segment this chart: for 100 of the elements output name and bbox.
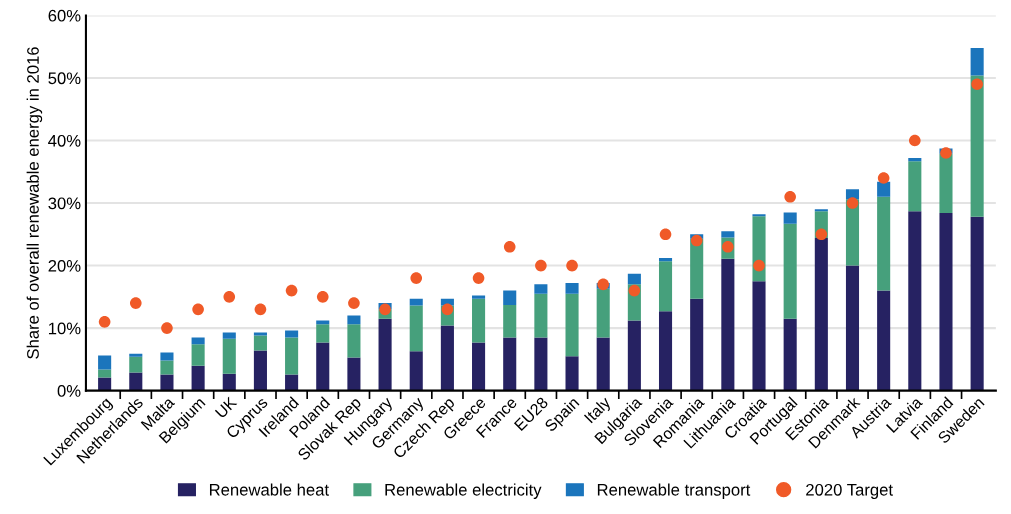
bar (534, 337, 548, 391)
bar (877, 290, 891, 391)
y-tick-label: 60% (48, 9, 81, 22)
point (877, 172, 890, 184)
bar (160, 352, 174, 361)
bar (908, 158, 922, 162)
y-tick-label: 40% (48, 134, 81, 147)
bar (347, 315, 361, 325)
bar (472, 295, 486, 299)
bar (783, 223, 797, 319)
bar (409, 305, 423, 352)
point (129, 297, 142, 309)
bar (752, 281, 766, 391)
bar (596, 337, 610, 391)
bar (658, 258, 673, 262)
y-tick-label: 10% (48, 322, 81, 335)
legend-label: Renewable electricity (385, 483, 542, 499)
bar (690, 298, 704, 391)
bar (970, 47, 984, 76)
point (410, 272, 423, 284)
bar (160, 360, 174, 375)
point (223, 291, 236, 303)
bar (908, 211, 922, 391)
bar (98, 377, 112, 391)
point (254, 303, 267, 316)
y-axis-title: Share of overall renewable energy in 2016 (26, 47, 43, 359)
bar (970, 216, 984, 391)
bar (503, 337, 517, 391)
bar (409, 298, 423, 306)
point (971, 78, 983, 91)
bar (316, 342, 330, 391)
point (379, 303, 391, 316)
bar (316, 324, 330, 343)
bar (939, 213, 953, 391)
bar (253, 332, 267, 336)
bar (970, 75, 984, 217)
bar (503, 290, 517, 305)
y-tick-label: 20% (48, 259, 81, 272)
point (628, 284, 641, 297)
bar (129, 353, 143, 357)
bar (191, 365, 205, 391)
bar (565, 283, 579, 294)
bar (472, 342, 486, 391)
bar (98, 369, 112, 378)
bar (596, 288, 610, 338)
point (815, 228, 828, 241)
legend-label: Renewable transport (597, 483, 751, 499)
bar (534, 284, 548, 294)
bar (285, 337, 299, 375)
bar (98, 355, 112, 370)
bar (565, 293, 579, 357)
point (316, 291, 329, 303)
bar (409, 351, 423, 391)
bar (222, 338, 236, 374)
bar (129, 356, 143, 373)
legend-label: 2020 Target (806, 483, 893, 499)
bar (222, 332, 236, 339)
bar (129, 372, 143, 391)
bar (191, 344, 205, 366)
bar (440, 325, 454, 391)
point (846, 197, 859, 209)
bar (908, 161, 922, 212)
point (566, 259, 578, 272)
bar (845, 265, 860, 391)
point (161, 322, 173, 334)
y-tick-label: 0% (57, 385, 81, 397)
y-tick-label: 30% (48, 197, 81, 210)
bar (253, 350, 267, 391)
bar (783, 212, 797, 224)
point (597, 278, 610, 291)
legend-label: Renewable heat (209, 483, 329, 496)
y-tick-label: 50% (48, 72, 81, 85)
point (192, 303, 204, 316)
bar (565, 356, 579, 391)
point (659, 228, 672, 241)
bar (721, 258, 735, 391)
bar (347, 357, 361, 391)
point (503, 241, 516, 253)
point (472, 272, 485, 284)
point (98, 316, 111, 328)
bar (503, 304, 517, 338)
bar (690, 238, 704, 299)
bar (472, 298, 486, 343)
bar (285, 374, 299, 391)
bar (783, 318, 797, 391)
bar (347, 324, 361, 358)
point (348, 297, 360, 309)
bar (877, 196, 891, 291)
point (940, 147, 952, 159)
bar (658, 311, 673, 391)
bar (627, 320, 641, 391)
bar (877, 181, 891, 197)
bar (627, 273, 641, 285)
point (784, 190, 796, 203)
bar (721, 231, 735, 238)
point (690, 234, 703, 247)
bar (658, 261, 673, 312)
bar (378, 318, 392, 391)
bar (939, 153, 953, 214)
bar (814, 238, 828, 391)
